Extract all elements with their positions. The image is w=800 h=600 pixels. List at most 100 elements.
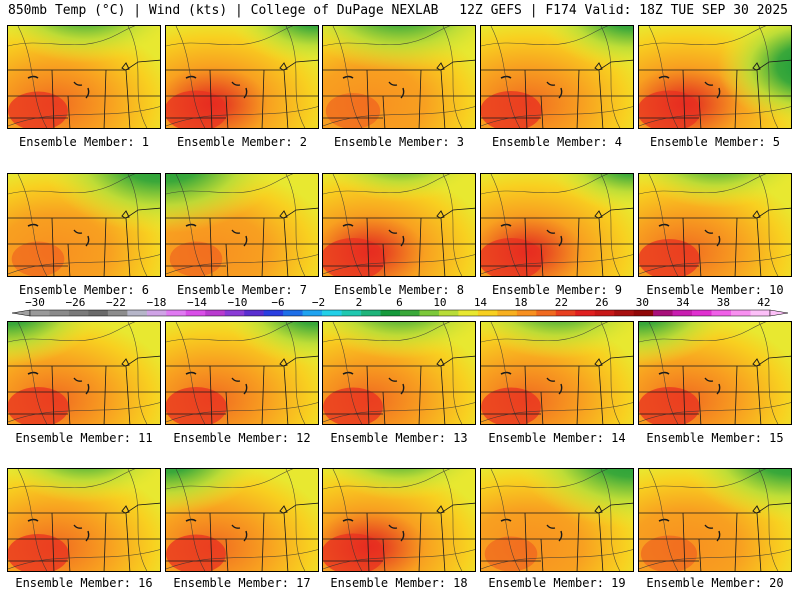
temperature-field bbox=[323, 26, 475, 128]
ensemble-member-map bbox=[7, 25, 161, 129]
temperature-field bbox=[8, 174, 160, 276]
colorbar-swatch bbox=[88, 310, 109, 316]
colorbar-swatch bbox=[341, 310, 362, 316]
colorbar-low-arrow bbox=[11, 309, 31, 317]
colorbar-swatch bbox=[594, 310, 615, 316]
ensemble-member-label: Ensemble Member: 18 bbox=[330, 576, 468, 590]
colorbar-swatch bbox=[283, 310, 303, 316]
temperature-field bbox=[639, 322, 791, 424]
ensemble-member-map bbox=[322, 173, 476, 277]
ensemble-member-map bbox=[165, 173, 319, 277]
colorbar-swatch bbox=[614, 310, 634, 316]
temperature-field bbox=[8, 26, 160, 128]
ensemble-member-label: Ensemble Member: 10 bbox=[646, 283, 784, 297]
ensemble-member-label: Ensemble Member: 2 bbox=[176, 135, 308, 149]
colorbar-swatch bbox=[750, 310, 771, 316]
ensemble-member-label: Ensemble Member: 7 bbox=[176, 283, 308, 297]
colorbar-tick-label: 18 bbox=[514, 296, 527, 309]
temperature-field bbox=[8, 322, 160, 424]
ensemble-member-label: Ensemble Member: 13 bbox=[330, 431, 468, 445]
ensemble-member-map bbox=[638, 25, 792, 129]
colorbar-tick-label: −6 bbox=[271, 296, 284, 309]
temperature-field bbox=[639, 174, 791, 276]
ensemble-member-label: Ensemble Member: 14 bbox=[488, 431, 626, 445]
colorbar-swatch bbox=[361, 310, 381, 316]
temperature-colorbar: −30 −26 −22 −18 −14 −10 −6 −2 2 6 10 14 18 22 26 30 34 38… bbox=[11, 296, 789, 317]
ensemble-member-map bbox=[7, 468, 161, 572]
colorbar-swatch bbox=[731, 310, 751, 316]
temperature-field bbox=[481, 322, 633, 424]
ensemble-member-map bbox=[638, 173, 792, 277]
ensemble-member-label: Ensemble Member: 16 bbox=[15, 576, 153, 590]
colorbar-tick-label: 42 bbox=[757, 296, 770, 309]
colorbar-swatch bbox=[400, 310, 420, 316]
colorbar-swatch bbox=[555, 310, 576, 316]
ensemble-member-label: Ensemble Member: 4 bbox=[491, 135, 623, 149]
temperature-field bbox=[166, 174, 318, 276]
colorbar-swatch bbox=[166, 310, 187, 316]
colorbar-tick-label: 26 bbox=[595, 296, 608, 309]
colorbar-tick-label: 6 bbox=[396, 296, 403, 309]
temperature-field bbox=[639, 26, 791, 128]
temperature-field bbox=[323, 174, 475, 276]
colorbar-swatch bbox=[30, 310, 50, 316]
colorbar-swatch bbox=[68, 310, 89, 316]
temperature-field bbox=[8, 469, 160, 571]
run-valid-time: 12Z GEFS | F174 Valid: 18Z TUE SEP 30 20… bbox=[459, 3, 788, 18]
temperature-field bbox=[323, 322, 475, 424]
colorbar-tick-label: 14 bbox=[474, 296, 488, 309]
colorbar-swatch bbox=[711, 310, 732, 316]
colorbar-swatch bbox=[536, 310, 557, 316]
ensemble-member-label: Ensemble Member: 6 bbox=[18, 283, 150, 297]
colorbar-swatch bbox=[438, 310, 459, 316]
ensemble-member-label: Ensemble Member: 17 bbox=[173, 576, 311, 590]
ensemble-member-map bbox=[480, 468, 634, 572]
colorbar-tick-label: 22 bbox=[555, 296, 568, 309]
ensemble-member-label: Ensemble Member: 20 bbox=[646, 576, 784, 590]
ensemble-member-label: Ensemble Member: 9 bbox=[491, 283, 623, 297]
ensemble-member-map bbox=[165, 468, 319, 572]
colorbar-tick-label: 38 bbox=[717, 296, 730, 309]
colorbar-swatch bbox=[653, 310, 673, 316]
ensemble-member-map bbox=[165, 321, 319, 425]
colorbar-swatch bbox=[107, 310, 128, 316]
temperature-field bbox=[481, 469, 633, 571]
ensemble-member-label: Ensemble Member: 1 bbox=[18, 135, 150, 149]
colorbar-tick-label: 30 bbox=[636, 296, 649, 309]
ensemble-member-map bbox=[165, 25, 319, 129]
map-title: 850mb Temp (°C) | Wind (kts) | College o… bbox=[8, 3, 439, 18]
colorbar-swatch bbox=[672, 310, 693, 316]
temperature-field bbox=[166, 322, 318, 424]
temperature-field bbox=[481, 174, 633, 276]
ensemble-member-map bbox=[480, 321, 634, 425]
ensemble-member-map bbox=[480, 25, 634, 129]
colorbar-swatch bbox=[322, 310, 342, 316]
colorbar-swatch bbox=[146, 310, 167, 316]
colorbar-tick-label: −10 bbox=[228, 296, 248, 309]
ensemble-member-map bbox=[322, 468, 476, 572]
temperature-field bbox=[323, 469, 475, 571]
colorbar-swatch bbox=[380, 310, 401, 316]
colorbar-tick-label: −30 bbox=[25, 296, 45, 309]
colorbar-swatch bbox=[49, 310, 70, 316]
colorbar-swatch bbox=[263, 310, 284, 316]
ensemble-member-map bbox=[638, 468, 792, 572]
colorbar-high-arrow bbox=[769, 309, 789, 317]
colorbar-swatch bbox=[458, 310, 479, 316]
ensemble-member-map bbox=[480, 173, 634, 277]
colorbar-swatch bbox=[224, 310, 245, 316]
ensemble-member-map bbox=[322, 321, 476, 425]
colorbar-swatch bbox=[419, 310, 440, 316]
colorbar-swatch bbox=[244, 310, 264, 316]
colorbar-swatch bbox=[497, 310, 518, 316]
colorbar-swatch bbox=[692, 310, 712, 316]
colorbar-tick-label: −18 bbox=[147, 296, 167, 309]
colorbar-swatch bbox=[477, 310, 498, 316]
colorbar-tick-label: −14 bbox=[187, 296, 207, 309]
ensemble-member-label: Ensemble Member: 19 bbox=[488, 576, 626, 590]
colorbar-tick-label: −22 bbox=[106, 296, 126, 309]
temperature-field bbox=[639, 469, 791, 571]
colorbar-tick-label: −2 bbox=[312, 296, 325, 309]
colorbar-swatch bbox=[575, 310, 596, 316]
colorbar-tick-label: 2 bbox=[356, 296, 363, 309]
